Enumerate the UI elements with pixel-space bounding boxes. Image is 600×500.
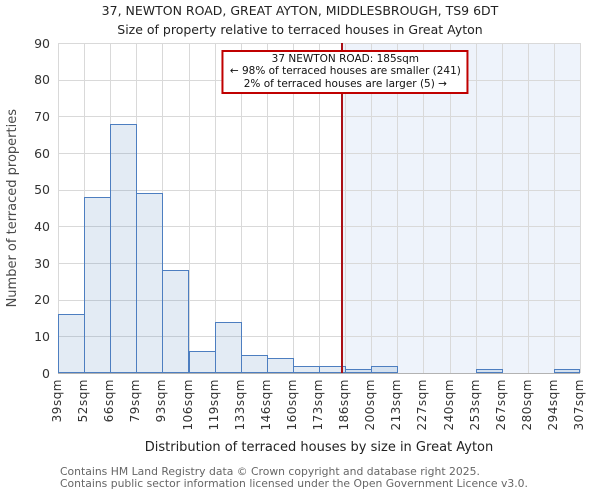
y-tick-label-20: 20 bbox=[34, 292, 50, 308]
h-gridline-0 bbox=[58, 373, 580, 374]
x-tick-label-79sqm: 79sqm bbox=[128, 379, 143, 423]
chart-subtitle: Size of property relative to terraced ho… bbox=[117, 22, 483, 37]
v-gridline-133sqm bbox=[240, 43, 242, 373]
histogram-bar-106-119sqm bbox=[188, 351, 216, 373]
v-gridline-106sqm bbox=[188, 43, 190, 373]
histogram-bar-294-307sqm bbox=[553, 369, 580, 373]
y-tick-label-80: 80 bbox=[34, 72, 50, 88]
histogram-bar-200-213sqm bbox=[371, 365, 399, 373]
x-tick-label-213sqm: 213sqm bbox=[389, 379, 404, 431]
x-tick-label-294sqm: 294sqm bbox=[545, 379, 560, 431]
v-gridline-240sqm bbox=[449, 43, 451, 373]
v-gridline-213sqm bbox=[397, 43, 399, 373]
property-annotation-box: 37 NEWTON ROAD: 185sqm ← 98% of terraced… bbox=[221, 50, 469, 94]
v-gridline-280sqm bbox=[527, 43, 529, 373]
x-tick-label-106sqm: 106sqm bbox=[180, 379, 195, 431]
x-tick-label-133sqm: 133sqm bbox=[232, 379, 247, 431]
y-axis-title: Number of terraced properties bbox=[4, 108, 20, 308]
x-tick-label-119sqm: 119sqm bbox=[206, 379, 221, 431]
x-tick-label-307sqm: 307sqm bbox=[572, 379, 586, 431]
x-tick-label-160sqm: 160sqm bbox=[284, 379, 299, 431]
histogram-bar-146-160sqm bbox=[266, 358, 294, 373]
y-tick-label-10: 10 bbox=[34, 328, 50, 344]
v-gridline-294sqm bbox=[553, 43, 555, 373]
v-gridline-146sqm bbox=[266, 43, 268, 373]
v-gridline-173sqm bbox=[319, 43, 320, 373]
x-tick-label-93sqm: 93sqm bbox=[154, 379, 169, 423]
x-tick-label-173sqm: 173sqm bbox=[311, 379, 325, 431]
footer-line1: Contains HM Land Registry data © Crown c… bbox=[60, 465, 480, 478]
histogram-bar-119-133sqm bbox=[214, 321, 242, 373]
v-gridline-307sqm bbox=[580, 43, 581, 373]
annotation-larger-line: 2% of terraced houses are larger (5) → bbox=[243, 77, 447, 90]
v-gridline-186sqm bbox=[345, 43, 347, 373]
x-tick-label-186sqm: 186sqm bbox=[337, 379, 352, 431]
annotation-smaller-line: ← 98% of terraced houses are smaller (24… bbox=[229, 65, 461, 78]
property-size-marker-line bbox=[341, 43, 344, 373]
y-tick-label-0: 0 bbox=[42, 365, 50, 381]
v-gridline-227sqm bbox=[423, 43, 425, 373]
v-gridline-39sqm bbox=[58, 43, 59, 373]
y-tick-label-60: 60 bbox=[34, 145, 50, 161]
x-tick-label-39sqm: 39sqm bbox=[50, 379, 64, 423]
footer-line2: Contains public sector information licen… bbox=[60, 476, 528, 490]
histogram-bar-160-173sqm bbox=[292, 365, 320, 373]
y-tick-label-70: 70 bbox=[34, 108, 50, 124]
chart-title: 37, NEWTON ROAD, GREAT AYTON, MIDDLESBRO… bbox=[101, 3, 499, 18]
x-tick-label-52sqm: 52sqm bbox=[76, 379, 91, 423]
footer-attribution: Contains HM Land Registry data © Crown c… bbox=[60, 466, 528, 489]
histogram-bar-186-200sqm bbox=[345, 369, 373, 373]
y-tick-label-30: 30 bbox=[34, 255, 50, 271]
v-gridline-119sqm bbox=[214, 43, 216, 373]
y-axis-title-wrap: Number of terraced properties bbox=[4, 43, 20, 373]
histogram-bar-39-52sqm bbox=[58, 314, 86, 373]
v-gridline-267sqm bbox=[501, 43, 503, 373]
y-tick-label-40: 40 bbox=[34, 218, 50, 234]
x-tick-label-200sqm: 200sqm bbox=[363, 379, 378, 431]
y-tick-label-90: 90 bbox=[34, 35, 50, 51]
v-gridline-160sqm bbox=[292, 43, 294, 373]
histogram-bar-93-106sqm bbox=[162, 270, 190, 373]
histogram-bar-133-146sqm bbox=[240, 354, 268, 373]
histogram-bar-173-186sqm bbox=[319, 365, 347, 373]
v-gridline-253sqm bbox=[475, 43, 477, 373]
histogram-bar-79-93sqm bbox=[136, 193, 164, 373]
annotation-property-line: 37 NEWTON ROAD: 185sqm bbox=[271, 53, 420, 65]
histogram-bar-253-267sqm bbox=[475, 369, 503, 373]
y-tick-label-50: 50 bbox=[34, 182, 50, 198]
histogram-bar-52-66sqm bbox=[84, 197, 112, 373]
x-tick-label-146sqm: 146sqm bbox=[258, 379, 273, 431]
x-tick-label-66sqm: 66sqm bbox=[102, 379, 117, 423]
x-tick-label-253sqm: 253sqm bbox=[467, 379, 482, 431]
x-tick-label-280sqm: 280sqm bbox=[519, 379, 534, 431]
plot-area bbox=[58, 43, 581, 374]
x-tick-label-267sqm: 267sqm bbox=[493, 379, 508, 431]
x-tick-label-227sqm: 227sqm bbox=[415, 379, 430, 431]
x-axis-title: Distribution of terraced houses by size … bbox=[144, 440, 494, 455]
x-tick-label-240sqm: 240sqm bbox=[441, 379, 456, 431]
histogram-bar-66-79sqm bbox=[110, 123, 138, 373]
v-gridline-200sqm bbox=[371, 43, 373, 373]
larger-region-shade bbox=[342, 43, 580, 373]
